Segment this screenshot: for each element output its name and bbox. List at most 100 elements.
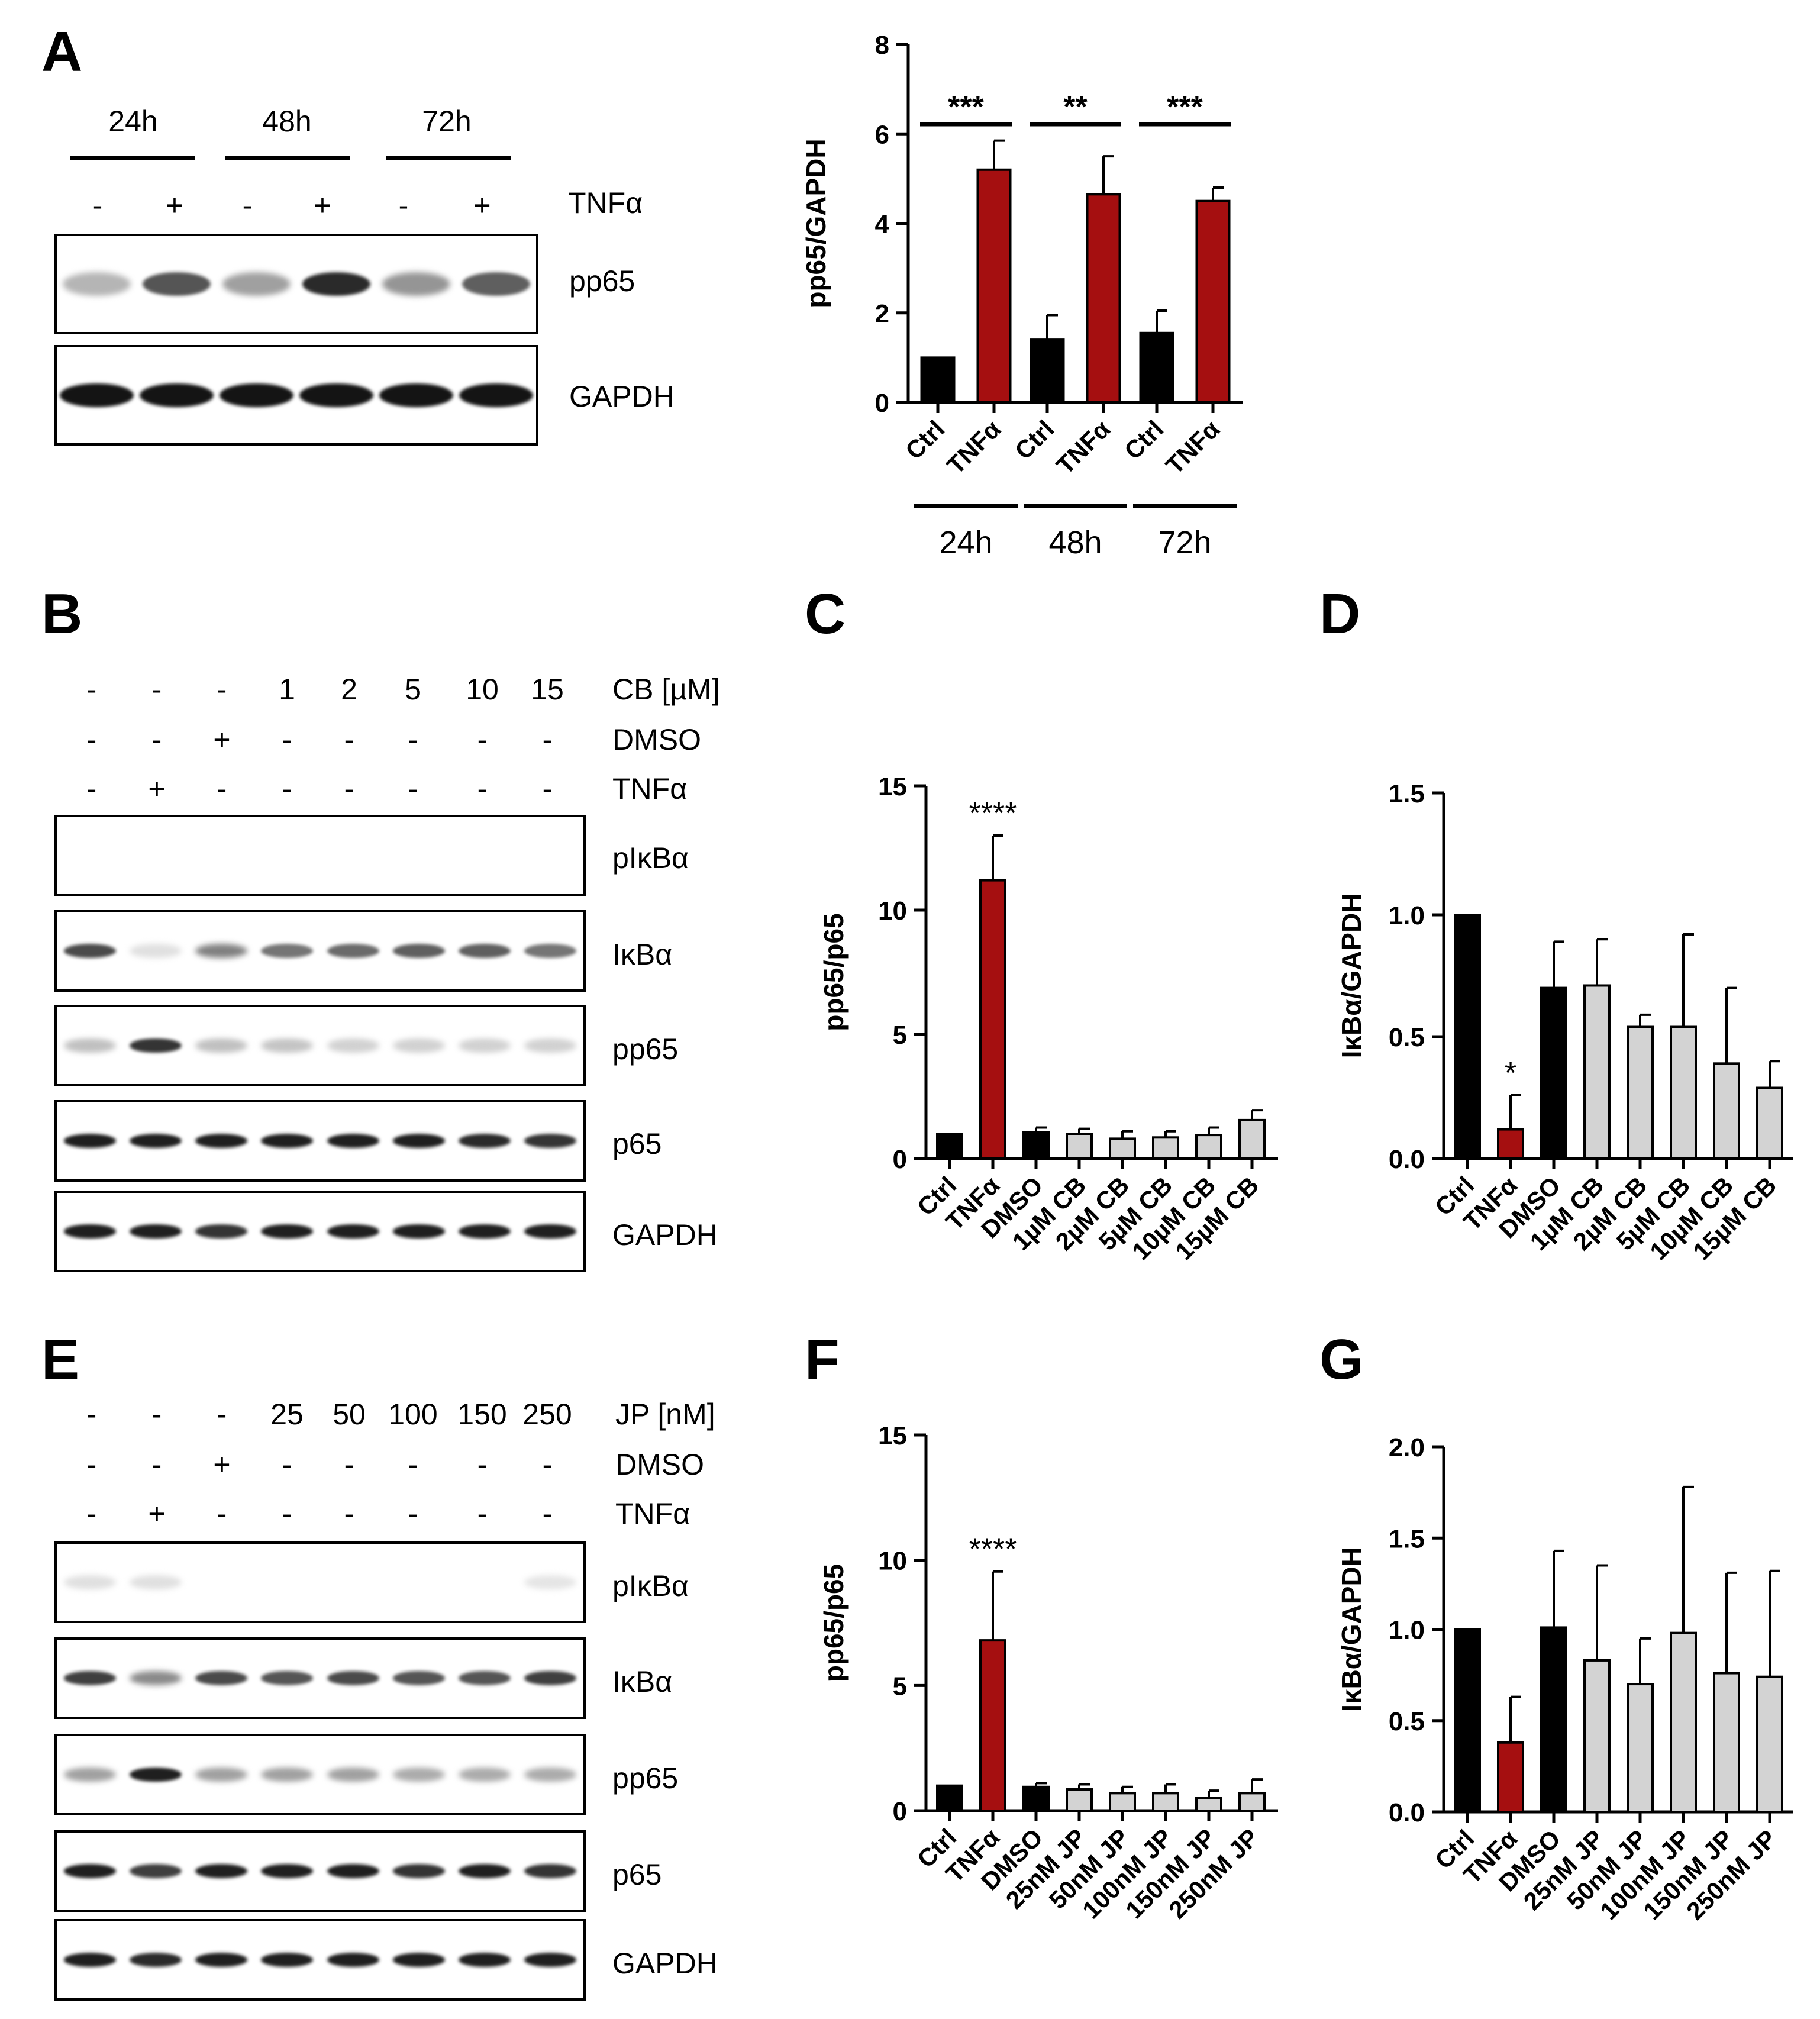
band <box>195 1953 248 1967</box>
dmso-sign: - <box>86 723 97 756</box>
jp-dose: 150 <box>457 1398 507 1431</box>
band <box>261 1768 314 1782</box>
band <box>524 1953 577 1967</box>
blot-b-pikba <box>54 815 586 896</box>
blot-label-pp65: pp65 <box>612 1762 679 1795</box>
tnf-sign: - <box>398 189 409 222</box>
blot-label-p65: p65 <box>612 1858 662 1891</box>
band <box>129 1671 182 1685</box>
tnf-sign: + <box>473 189 491 222</box>
band <box>459 1671 511 1685</box>
band <box>261 1864 314 1878</box>
band <box>63 272 131 296</box>
chart-a-significance: *** <box>948 90 984 124</box>
chart-a-y-tick-label: 6 <box>875 120 889 149</box>
chart-f-bar <box>1152 1792 1179 1812</box>
band <box>392 1671 445 1685</box>
band <box>524 1224 577 1239</box>
chart-g-bar <box>1713 1672 1740 1814</box>
band <box>459 1768 511 1782</box>
band <box>63 1671 116 1685</box>
band <box>392 1953 445 1967</box>
band <box>392 1768 445 1782</box>
time-bar-48h <box>225 156 350 160</box>
band <box>392 1224 445 1239</box>
band <box>327 1768 379 1782</box>
band <box>261 1671 314 1685</box>
band <box>524 944 577 958</box>
tnf-sign: - <box>542 1497 553 1530</box>
chart-f-bar <box>1066 1788 1093 1812</box>
chart-d-bar <box>1756 1086 1783 1160</box>
dmso-sign: + <box>213 723 231 756</box>
chart-a-category-label: TNFα <box>1160 415 1225 479</box>
time-label-24h: 24h <box>108 105 158 138</box>
band <box>382 272 450 296</box>
band <box>392 1038 445 1053</box>
blot-e-p65 <box>54 1830 586 1912</box>
chart-c-y-tick-label: 0 <box>893 1145 907 1174</box>
band <box>392 1864 445 1878</box>
tnf-sign: - <box>86 1497 97 1530</box>
chart-a-category-label: TNFα <box>941 415 1006 479</box>
cb-dose: - <box>151 673 162 706</box>
chart-c-y-tick-label: 5 <box>893 1021 907 1050</box>
band <box>222 272 291 296</box>
time-label-48h: 48h <box>262 105 312 138</box>
chart-g-y-tick-label: 2.0 <box>1389 1433 1425 1462</box>
band <box>63 1134 116 1148</box>
band <box>129 944 182 958</box>
chart-a-group-label: 24h <box>939 525 992 560</box>
band <box>524 1575 577 1589</box>
chart-a-group-label: 72h <box>1158 525 1211 560</box>
blot-e-ikba <box>54 1637 586 1719</box>
chart-c-bar <box>1066 1133 1093 1160</box>
panel-label-e: E <box>41 1328 80 1391</box>
chart-d-bar <box>1627 1025 1654 1160</box>
chart-c-bar <box>979 879 1006 1160</box>
time-bar-24h <box>70 156 195 160</box>
band <box>459 383 533 407</box>
dmso-sign: - <box>151 723 162 756</box>
dmso-sign: + <box>213 1448 231 1481</box>
tnf-sign: - <box>282 1497 292 1530</box>
jp-dose: 250 <box>522 1398 572 1431</box>
chart-c-bar <box>1022 1131 1050 1160</box>
band <box>129 1038 182 1053</box>
chart-g-y-axis-label: IκBα/GAPDH <box>1336 1547 1367 1712</box>
time-label-72h: 72h <box>422 105 472 138</box>
chart-d-y-axis-label: IκBα/GAPDH <box>1336 894 1367 1059</box>
chart-d-bar <box>1540 986 1567 1160</box>
band <box>129 1953 182 1967</box>
band <box>63 944 116 958</box>
band <box>220 383 293 407</box>
chart-c-bar <box>1152 1136 1179 1160</box>
band <box>327 944 379 958</box>
jp-row-label: JP [nM] <box>615 1398 715 1431</box>
chart-g-bar <box>1670 1631 1697 1813</box>
chart-d-y-tick-label: 1.0 <box>1389 901 1425 930</box>
blot-b-ikba <box>54 910 586 992</box>
dmso-sign: - <box>344 723 354 756</box>
band <box>392 944 445 958</box>
blot-label-pp65: pp65 <box>569 265 635 298</box>
cb-dose: - <box>86 673 97 706</box>
chart-g-bar <box>1540 1626 1567 1814</box>
chart-f-bar <box>1195 1797 1222 1812</box>
time-bar-72h <box>386 156 511 160</box>
band <box>195 944 248 958</box>
band <box>195 1768 248 1782</box>
band <box>63 1575 116 1589</box>
chart-f-bar <box>979 1639 1006 1812</box>
chart-a-y-axis-label: pp65/GAPDH <box>801 138 831 308</box>
chart-a-bar <box>976 168 1012 404</box>
band <box>299 383 373 407</box>
blot-label-ikba: IκBα <box>612 1665 673 1698</box>
chart-c-y-axis-label: pp65/p65 <box>818 913 849 1031</box>
band <box>129 1224 182 1239</box>
tnf-sign: + <box>166 189 183 222</box>
chart-a-bar <box>920 356 956 404</box>
chart-d-bar <box>1454 914 1481 1160</box>
chart-f-bar <box>1238 1792 1266 1812</box>
